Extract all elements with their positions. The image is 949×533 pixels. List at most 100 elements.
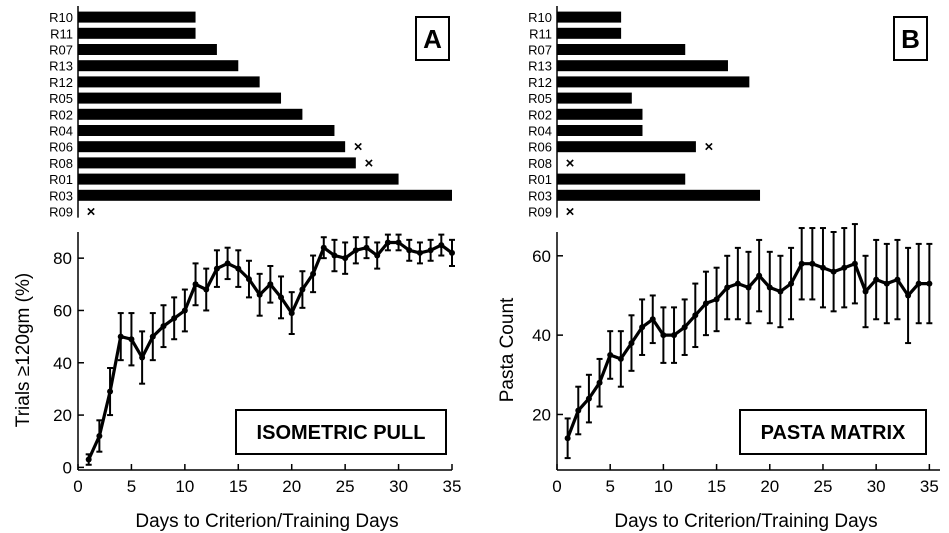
- pasta-matrix-data-point: [564, 435, 571, 442]
- isometric-pull-data-point: [213, 265, 220, 272]
- panel-a-bar: [78, 60, 239, 72]
- pasta-matrix-data-point: [628, 340, 635, 347]
- isometric-pull-line-chart: 0 5 10 15 20 25 30 35 0 20 40 60 80: [53, 232, 461, 496]
- pasta-matrix-data-point: [639, 324, 646, 331]
- panel-b-bar: [557, 173, 686, 185]
- pasta-matrix-data-point: [607, 351, 614, 358]
- panel-b-bar: [557, 11, 622, 23]
- pasta-matrix-y-tick-label: 40: [532, 326, 551, 345]
- isometric-pull-data-point: [288, 310, 295, 317]
- isometric-pull-x-tick-label: 30: [389, 477, 408, 496]
- isometric-pull-data-point: [427, 247, 434, 254]
- pasta-matrix-data-point: [702, 300, 709, 307]
- panel-a-category-label: R10: [49, 10, 73, 25]
- panel-b-category-label: R03: [528, 188, 552, 203]
- pasta-matrix-label: PASTA MATRIX: [761, 422, 906, 444]
- pasta-matrix-data-point: [756, 272, 763, 279]
- isometric-pull-data-point: [267, 281, 274, 288]
- pasta-matrix-data-point: [692, 312, 699, 319]
- panel-a-bar: [78, 157, 356, 169]
- panel-b-category-label: R07: [528, 43, 552, 58]
- isometric-pull-data-point: [224, 260, 231, 267]
- isometric-pull-data-point: [384, 239, 391, 246]
- panel-a-category-label: R13: [49, 59, 73, 74]
- pasta-matrix-data-point: [596, 379, 603, 386]
- pasta-matrix-data-point: [883, 280, 890, 287]
- isometric-pull-data-point: [406, 247, 413, 254]
- isometric-pull-label: ISOMETRIC PULL: [257, 422, 426, 444]
- pasta-matrix-data-point: [724, 284, 731, 291]
- panel-a-bar: [78, 141, 346, 153]
- panel-b-bar: [557, 108, 643, 120]
- panel-a-category-label: R07: [49, 43, 73, 58]
- isometric-pull-data-point: [416, 249, 423, 256]
- panel-a-x-marker: ×: [87, 204, 96, 221]
- panel-b-bar: [557, 44, 686, 55]
- isometric-pull-data-point: [181, 307, 188, 314]
- pasta-matrix-data-point: [766, 284, 773, 291]
- pasta-matrix-data-point: [905, 292, 912, 299]
- pasta-matrix-data-point: [798, 260, 805, 267]
- panel-a-bar: [78, 125, 335, 136]
- pasta-matrix-data-point: [681, 324, 688, 331]
- pasta-matrix-data-point: [649, 316, 656, 323]
- isometric-pull-data-point: [352, 247, 359, 254]
- isometric-pull-x-tick-label: 10: [175, 477, 194, 496]
- panel-b-category-label: R13: [528, 59, 552, 74]
- pasta-matrix-data-point: [915, 280, 922, 287]
- panel-b-category-label: R08: [528, 156, 552, 171]
- isometric-pull-data-point: [320, 244, 327, 251]
- pasta-matrix-x-tick-label: 30: [867, 477, 886, 496]
- panel-b-category-label: R10: [528, 10, 552, 25]
- right-x-axis-label: Days to Criterion/Training Days: [614, 511, 877, 532]
- pasta-matrix-data-point: [671, 332, 678, 339]
- panel-a-x-marker: ×: [364, 155, 373, 172]
- panel-a-bar: [78, 76, 260, 88]
- panel-a-bar: [78, 27, 196, 39]
- isometric-pull-data-point: [374, 252, 381, 259]
- pasta-matrix-label-box: [739, 409, 927, 455]
- panel-b-category-label: R09: [528, 205, 552, 220]
- isometric-pull-data-point: [449, 249, 455, 256]
- panel-a-category-label: R11: [50, 26, 73, 41]
- isometric-pull-y-tick-label: 0: [63, 458, 72, 477]
- pasta-matrix-data-point: [617, 355, 624, 362]
- pasta-matrix-data-point: [788, 280, 795, 287]
- isometric-pull-data-point: [203, 286, 210, 293]
- panel-a-bar: [78, 11, 196, 23]
- isometric-pull-data-point: [331, 252, 338, 259]
- isometric-pull-data-point: [235, 265, 242, 272]
- pasta-matrix-data-point: [862, 288, 869, 295]
- pasta-matrix-x-tick-label: 10: [654, 477, 673, 496]
- panel-b-bar: [557, 125, 643, 136]
- panel-b-label-box: [893, 16, 928, 61]
- pasta-matrix-data-point: [585, 395, 592, 402]
- left-y-axis-label: Trials ≥120gm (%): [13, 273, 34, 427]
- pasta-matrix-data-point: [734, 280, 741, 287]
- isometric-pull-data-point: [192, 281, 199, 288]
- panel-b-bar: [557, 76, 750, 88]
- isometric-pull-data-point: [395, 239, 402, 246]
- isometric-pull-label-box: [235, 409, 447, 455]
- panel-a-label-box: [415, 16, 450, 61]
- pasta-matrix-line-chart: 0 5 10 15 20 25 30 35 20 40 60: [532, 223, 940, 496]
- pasta-matrix-x-tick-label: 0: [552, 477, 561, 496]
- panel-a-category-label: R05: [49, 91, 73, 106]
- pasta-matrix-data-point: [841, 264, 848, 271]
- pasta-matrix-x-tick-label: 25: [814, 477, 833, 496]
- isometric-pull-data-point: [256, 291, 263, 298]
- pasta-matrix-data-point: [713, 296, 720, 303]
- panel-a-category-label: R08: [49, 156, 73, 171]
- panel-b-category-label: R04: [528, 124, 552, 139]
- isometric-pull-data-point: [85, 456, 92, 463]
- panel-b-category-label: R06: [528, 140, 552, 155]
- panel-a-category-label: R12: [49, 75, 73, 90]
- isometric-pull-x-tick-label: 25: [336, 477, 355, 496]
- panel-b-category-label: R02: [528, 107, 552, 122]
- panel-a-label: A: [423, 24, 442, 54]
- panel-b-x-marker: ×: [566, 204, 575, 221]
- pasta-matrix-x-tick-label: 5: [605, 477, 614, 496]
